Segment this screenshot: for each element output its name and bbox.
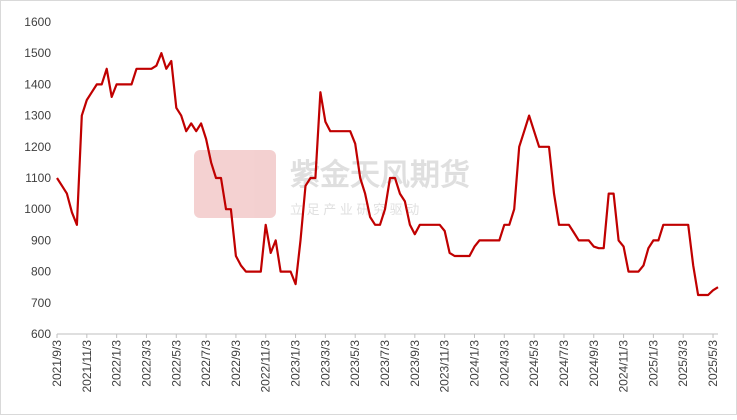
watermark-logo xyxy=(194,150,276,218)
x-tick-label: 2024/7/3 xyxy=(557,340,571,387)
y-tick-label: 1200 xyxy=(24,140,51,154)
x-tick-label: 2024/5/3 xyxy=(527,340,541,387)
y-tick-label: 1100 xyxy=(25,171,51,185)
x-tick-label: 2022/9/3 xyxy=(229,340,243,387)
x-tick-label: 2024/3/3 xyxy=(497,340,511,387)
x-tick-label: 2022/7/3 xyxy=(199,340,213,387)
x-tick-label: 2024/11/3 xyxy=(617,340,631,393)
x-tick-label: 2025/5/3 xyxy=(706,340,720,387)
x-tick-label: 2023/9/3 xyxy=(408,340,422,387)
x-tick-label: 2023/11/3 xyxy=(438,340,452,393)
x-tick-label: 2022/3/3 xyxy=(139,340,153,387)
x-tick-label: 2023/3/3 xyxy=(318,340,332,387)
x-tick-label: 2025/1/3 xyxy=(646,340,660,387)
x-tick-label: 2021/9/3 xyxy=(50,340,64,387)
x-tick-label: 2023/5/3 xyxy=(348,340,362,387)
y-tick-label: 700 xyxy=(31,296,51,310)
x-tick-label: 2024/9/3 xyxy=(587,340,601,387)
watermark-name: 紫金天风期货 xyxy=(290,158,470,192)
y-tick-label: 1400 xyxy=(24,77,51,91)
x-tick-label: 2021/11/3 xyxy=(80,340,94,393)
y-tick-label: 1000 xyxy=(24,202,51,216)
y-tick-label: 1500 xyxy=(24,46,51,60)
x-tick-label: 2022/1/3 xyxy=(110,340,124,387)
data-line xyxy=(56,52,719,297)
y-tick-label: 1600 xyxy=(24,15,51,29)
watermark-slogan: 立 足 产 业 研 究 驱 动 xyxy=(290,202,419,217)
y-tick-label: 600 xyxy=(31,327,51,341)
watermark: 紫金天风期货 立 足 产 业 研 究 驱 动 xyxy=(194,150,470,218)
x-tick-label: 2022/11/3 xyxy=(259,340,273,393)
x-tick-label: 2022/5/3 xyxy=(169,340,183,387)
y-tick-label: 1300 xyxy=(24,109,51,123)
x-tick-label: 2024/1/3 xyxy=(467,340,481,387)
x-tick-label: 2023/1/3 xyxy=(289,340,303,387)
y-tick-label: 800 xyxy=(31,265,51,279)
x-tick-label: 2023/7/3 xyxy=(378,340,392,387)
x-tick-label: 2025/3/3 xyxy=(676,340,690,387)
y-tick-label: 900 xyxy=(31,233,51,247)
